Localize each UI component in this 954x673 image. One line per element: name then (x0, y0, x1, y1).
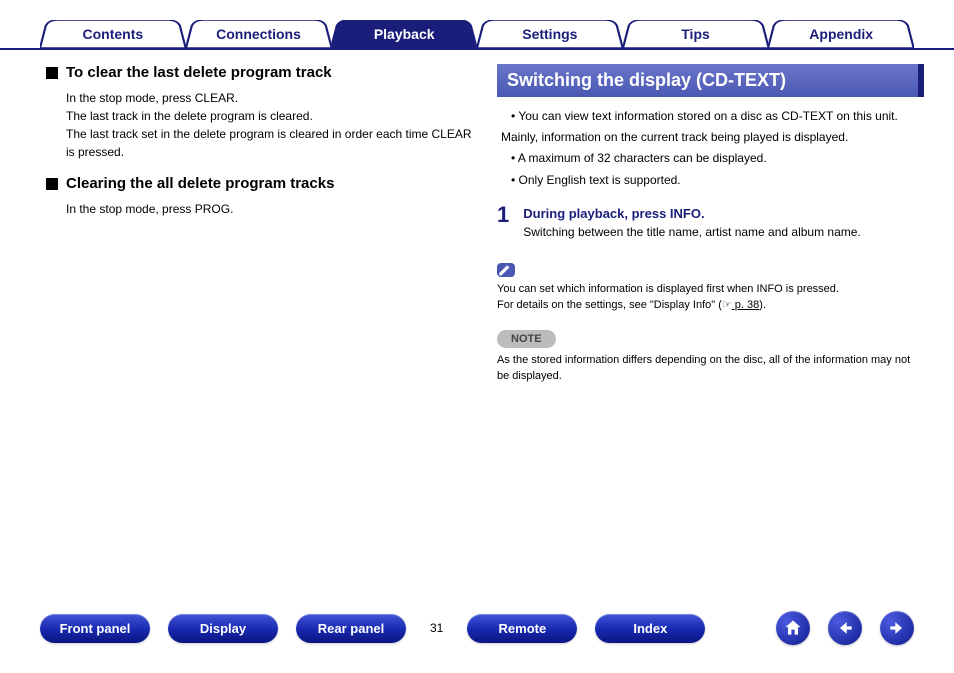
tab-label: Contents (83, 26, 144, 42)
tab-settings[interactable]: Settings (477, 20, 623, 48)
tab-label: Settings (522, 26, 577, 42)
hand-icon: ☞ (722, 299, 732, 311)
tab-appendix[interactable]: Appendix (768, 20, 914, 48)
btn-index[interactable]: Index (595, 614, 705, 643)
tab-label: Playback (374, 26, 435, 42)
arrow-right-icon (887, 618, 907, 638)
tab-label: Tips (681, 26, 710, 42)
content-area: To clear the last delete program track I… (0, 50, 954, 385)
btn-remote[interactable]: Remote (467, 614, 577, 643)
line-mainly: Mainly, information on the current track… (501, 128, 924, 147)
bullet-2: A maximum of 32 characters can be displa… (511, 149, 924, 168)
square-bullet-icon (46, 178, 58, 190)
body-clear-last: In the stop mode, press CLEAR. The last … (66, 89, 473, 161)
pencil-icon (497, 263, 515, 277)
heading-text: Clearing the all delete program tracks (66, 175, 334, 192)
step-number: 1 (497, 204, 509, 239)
heading-clear-last: To clear the last delete program track (46, 64, 473, 81)
page-number: 31 (424, 621, 449, 635)
bottom-bar: Front panel Display Rear panel 31 Remote… (0, 611, 954, 645)
body-clear-all: In the stop mode, press PROG. (66, 200, 473, 218)
note-label: NOTE (497, 330, 556, 348)
tab-label: Connections (216, 26, 301, 42)
left-column: To clear the last delete program track I… (30, 64, 473, 385)
btn-rear-panel[interactable]: Rear panel (296, 614, 406, 643)
heading-clear-all: Clearing the all delete program tracks (46, 175, 473, 192)
home-icon (783, 618, 803, 638)
tip-line-2: For details on the settings, see "Displa… (497, 297, 924, 314)
tab-label: Appendix (809, 26, 873, 42)
tab-connections[interactable]: Connections (186, 20, 332, 48)
step-heading: During playback, press INFO. (523, 206, 924, 221)
tip2-prefix: For details on the settings, see "Displa… (497, 299, 722, 311)
top-tabs: Contents Connections Playback Settings T… (0, 0, 954, 50)
step-description: Switching between the title name, artist… (523, 225, 924, 239)
tab-contents[interactable]: Contents (40, 20, 186, 48)
note-text: As the stored information differs depend… (497, 352, 924, 385)
tab-playback[interactable]: Playback (331, 20, 477, 48)
tip2-suffix: ). (759, 299, 766, 311)
btn-display[interactable]: Display (168, 614, 278, 643)
forward-button[interactable] (880, 611, 914, 645)
arrow-left-icon (835, 618, 855, 638)
page-ref-link[interactable]: p. 38 (732, 299, 760, 311)
bullet-3: Only English text is supported. (511, 171, 924, 190)
tip-line-1: You can set which information is display… (497, 281, 924, 298)
home-button[interactable] (776, 611, 810, 645)
section-title: Switching the display (CD-TEXT) (497, 64, 924, 97)
bullet-1: You can view text information stored on … (511, 107, 924, 126)
right-column: Switching the display (CD-TEXT) You can … (497, 64, 924, 385)
back-button[interactable] (828, 611, 862, 645)
tab-tips[interactable]: Tips (623, 20, 769, 48)
heading-text: To clear the last delete program track (66, 64, 332, 81)
btn-front-panel[interactable]: Front panel (40, 614, 150, 643)
square-bullet-icon (46, 67, 58, 79)
step-1: 1 During playback, press INFO. Switching… (497, 204, 924, 239)
